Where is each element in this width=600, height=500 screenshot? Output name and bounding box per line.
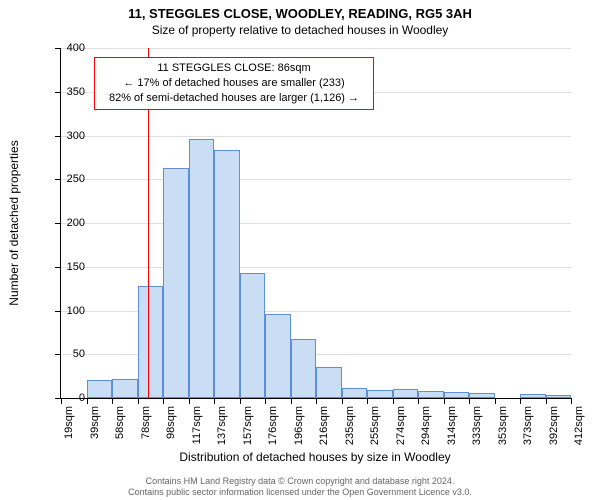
x-tick-label: 137sqm: [216, 406, 228, 445]
x-tick: [469, 398, 470, 404]
x-tick-label: 157sqm: [242, 406, 254, 445]
x-tick-label: 98sqm: [165, 406, 177, 439]
grid-line: [61, 48, 571, 49]
histogram-bar: [291, 339, 317, 398]
x-tick: [138, 398, 139, 404]
histogram-bar: [112, 379, 138, 398]
chart-subtitle: Size of property relative to detached ho…: [0, 21, 600, 37]
grid-line: [61, 267, 571, 268]
histogram-bar: [163, 168, 189, 398]
y-tick-label: 0: [79, 392, 85, 404]
x-tick-label: 353sqm: [497, 406, 509, 445]
y-tick: [55, 48, 61, 49]
grid-line: [61, 136, 571, 137]
histogram-bar: [87, 380, 113, 398]
histogram-bar: [520, 394, 546, 398]
x-tick: [112, 398, 113, 404]
y-tick-label: 150: [67, 261, 85, 273]
y-tick-label: 200: [67, 217, 85, 229]
y-tick-label: 100: [67, 305, 85, 317]
x-tick-label: 412sqm: [573, 406, 585, 445]
x-tick: [61, 398, 62, 404]
x-tick-label: 117sqm: [191, 406, 203, 444]
x-tick: [495, 398, 496, 404]
x-tick-label: 196sqm: [293, 406, 305, 445]
annotation-box: 11 STEGGLES CLOSE: 86sqm← 17% of detache…: [94, 57, 374, 110]
x-tick-label: 216sqm: [318, 406, 330, 445]
y-tick: [55, 267, 61, 268]
x-tick-label: 294sqm: [420, 406, 432, 445]
y-tick: [55, 354, 61, 355]
x-tick: [163, 398, 164, 404]
x-tick: [367, 398, 368, 404]
histogram-bar: [138, 286, 164, 398]
x-tick-label: 373sqm: [522, 406, 534, 445]
histogram-bar: [469, 393, 495, 398]
x-tick-label: 78sqm: [140, 406, 152, 439]
y-axis-label: Number of detached properties: [7, 140, 21, 305]
y-tick: [55, 92, 61, 93]
chart-title: 11, STEGGLES CLOSE, WOODLEY, READING, RG…: [0, 0, 600, 21]
histogram-bar: [444, 392, 470, 398]
x-tick-label: 392sqm: [548, 406, 560, 445]
x-tick-label: 39sqm: [89, 406, 101, 439]
histogram-bar: [240, 273, 266, 398]
chart-container: 11, STEGGLES CLOSE, WOODLEY, READING, RG…: [0, 0, 600, 500]
x-tick: [393, 398, 394, 404]
histogram-bar: [393, 389, 419, 398]
x-tick: [189, 398, 190, 404]
annotation-line: 11 STEGGLES CLOSE: 86sqm: [101, 61, 367, 76]
x-tick: [418, 398, 419, 404]
x-tick-label: 58sqm: [114, 406, 126, 439]
histogram-bar: [214, 150, 240, 398]
grid-line: [61, 223, 571, 224]
x-tick: [87, 398, 88, 404]
histogram-bar: [316, 367, 342, 399]
x-tick-label: 314sqm: [446, 406, 458, 445]
x-tick: [214, 398, 215, 404]
x-tick-label: 19sqm: [63, 406, 75, 439]
x-tick: [291, 398, 292, 404]
y-tick: [55, 223, 61, 224]
footer-line2: Contains public sector information licen…: [0, 487, 600, 498]
histogram-bar: [189, 139, 215, 398]
y-tick-label: 400: [67, 42, 85, 54]
x-tick: [444, 398, 445, 404]
x-tick-label: 333sqm: [471, 406, 483, 445]
x-tick: [240, 398, 241, 404]
footer: Contains HM Land Registry data © Crown c…: [0, 476, 600, 498]
histogram-bar: [367, 390, 393, 398]
y-tick-label: 250: [67, 173, 85, 185]
histogram-bar: [342, 388, 368, 399]
histogram-bar: [265, 314, 291, 398]
footer-line1: Contains HM Land Registry data © Crown c…: [0, 476, 600, 487]
x-tick-label: 235sqm: [344, 406, 356, 445]
x-tick: [571, 398, 572, 404]
x-tick-label: 255sqm: [369, 406, 381, 445]
x-tick: [520, 398, 521, 404]
y-tick: [55, 311, 61, 312]
y-tick-label: 300: [67, 130, 85, 142]
x-tick: [546, 398, 547, 404]
x-tick-label: 274sqm: [395, 406, 407, 445]
y-tick-label: 350: [67, 86, 85, 98]
annotation-line: ← 17% of detached houses are smaller (23…: [101, 76, 367, 91]
y-tick-label: 50: [73, 348, 85, 360]
histogram-bar: [546, 395, 572, 399]
x-tick: [316, 398, 317, 404]
histogram-bar: [418, 391, 444, 398]
x-tick-label: 176sqm: [267, 406, 279, 445]
x-axis-label: Distribution of detached houses by size …: [60, 450, 570, 464]
x-tick: [342, 398, 343, 404]
annotation-line: 82% of semi-detached houses are larger (…: [101, 91, 367, 106]
y-tick: [55, 179, 61, 180]
x-tick: [265, 398, 266, 404]
grid-line: [61, 179, 571, 180]
y-tick: [55, 136, 61, 137]
